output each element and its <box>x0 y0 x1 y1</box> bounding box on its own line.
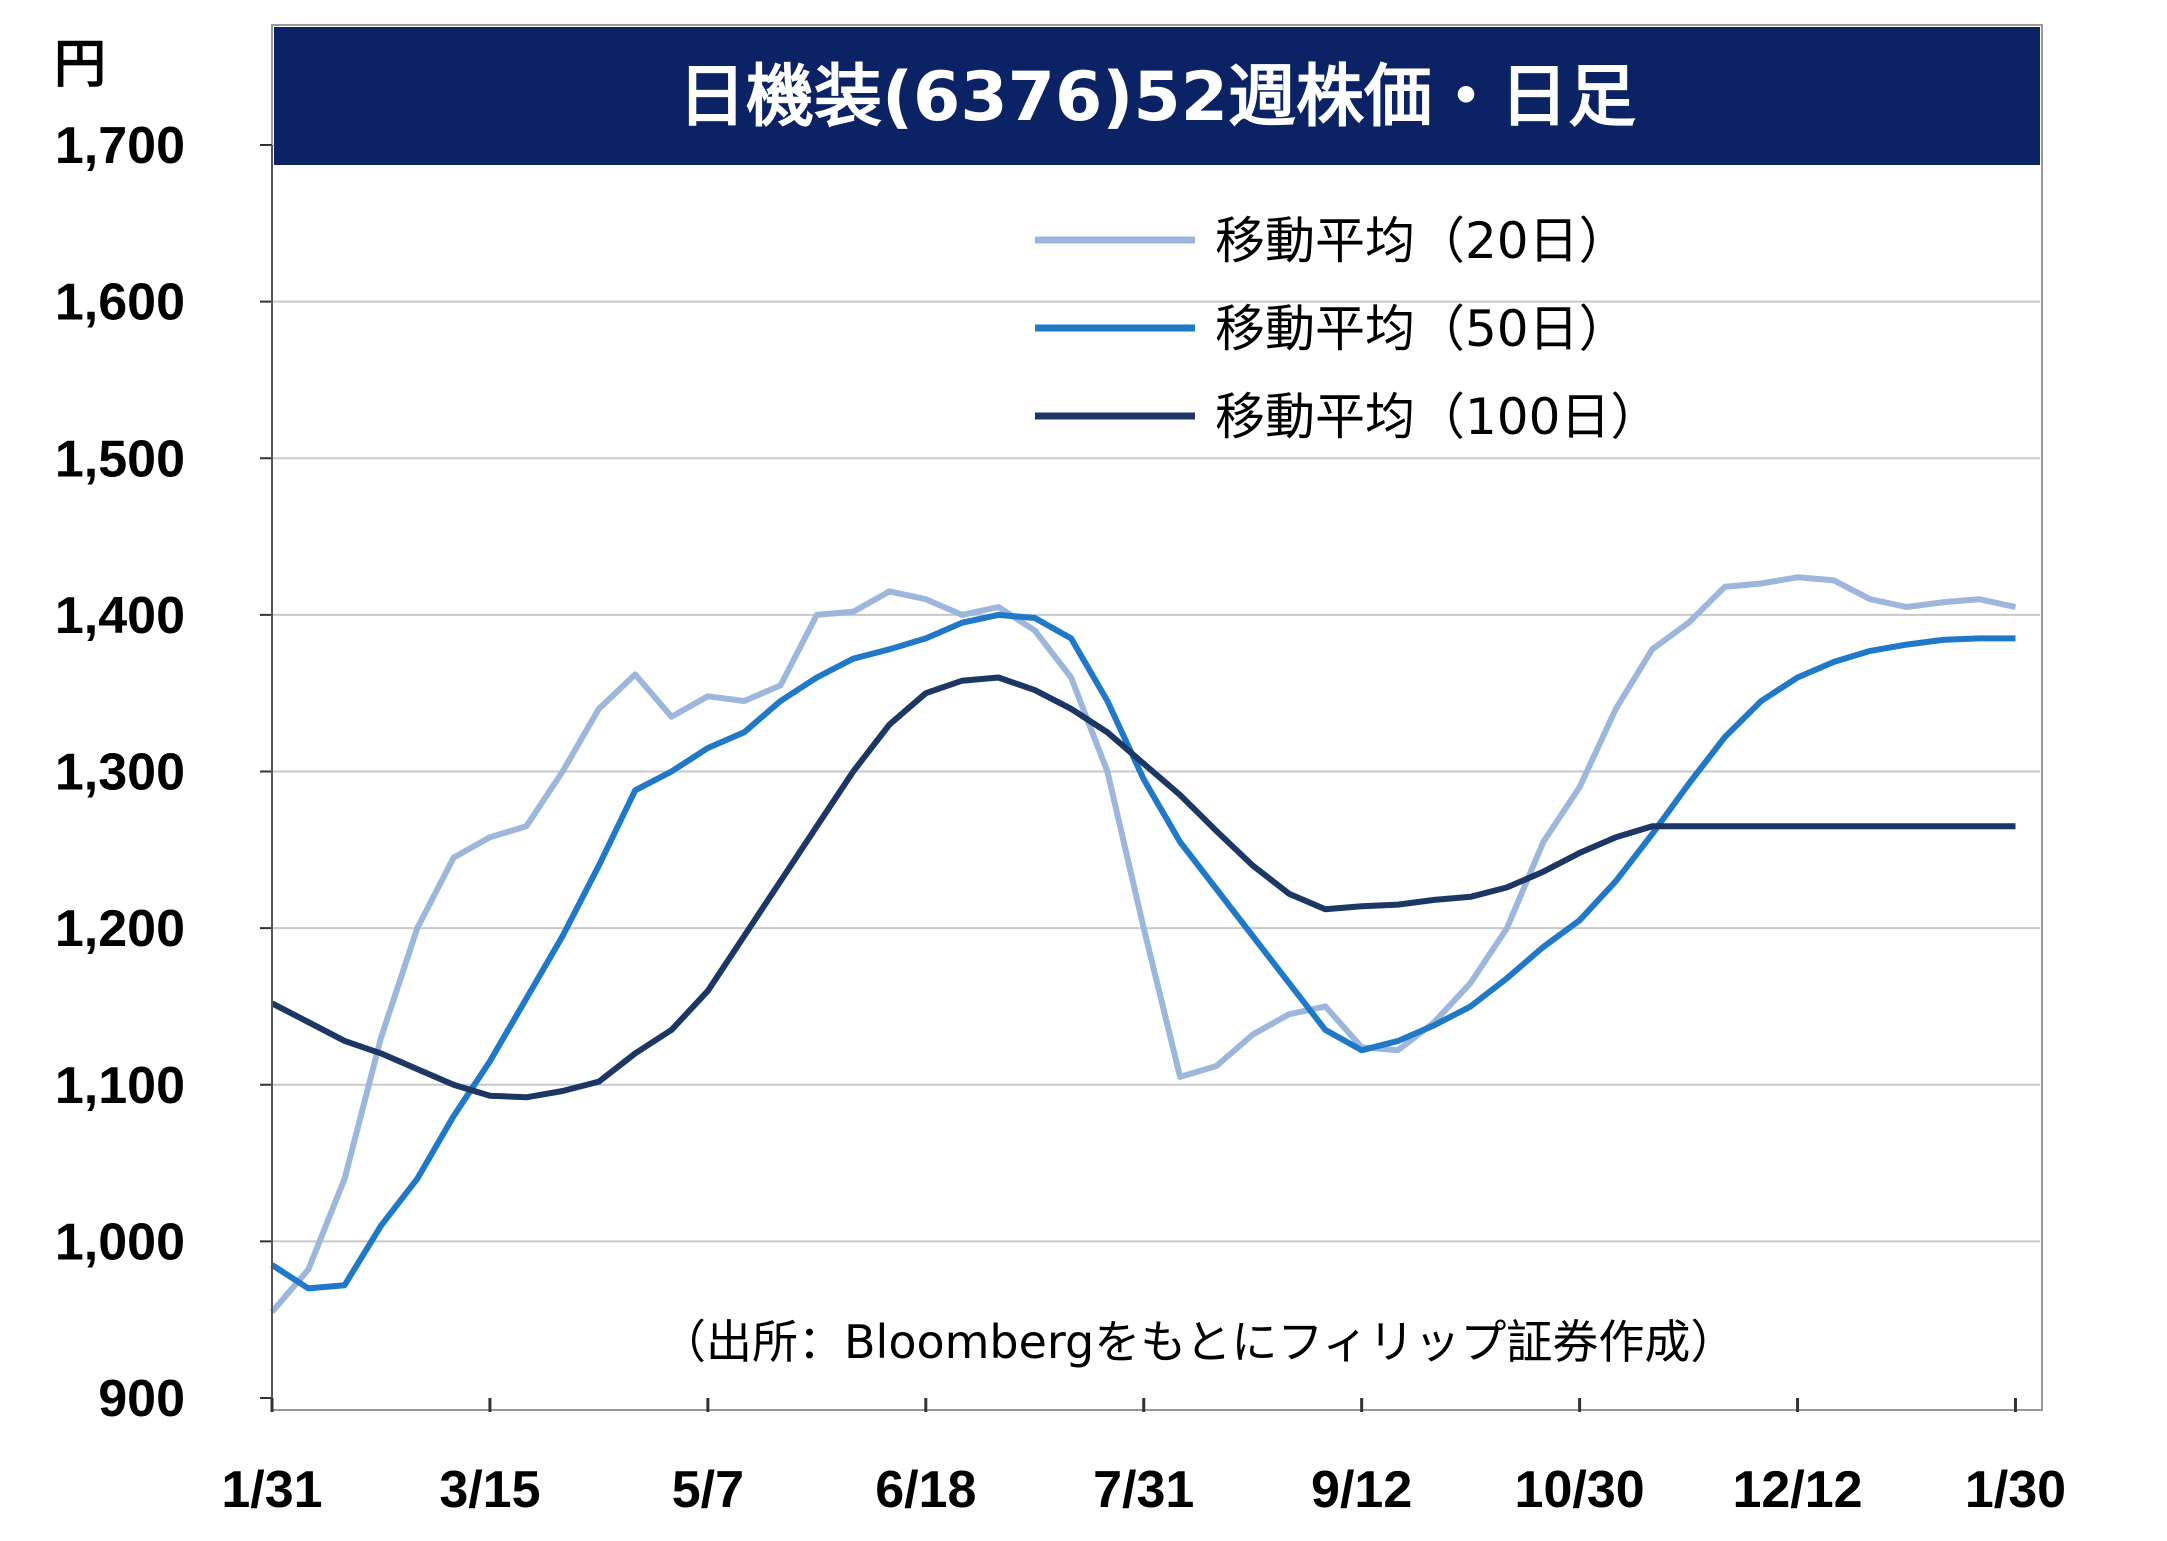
y-unit-label: 円 <box>54 36 106 94</box>
x-tick-label: 7/31 <box>1093 1461 1194 1519</box>
plot-frame <box>271 24 2043 1411</box>
ma100-line <box>270 674 2016 1101</box>
x-tick-label: 6/18 <box>875 1461 976 1519</box>
moving-average-lines <box>269 574 2017 1314</box>
x-tick-label: 3/15 <box>439 1461 540 1519</box>
x-tick-label: 1/31 <box>221 1461 322 1519</box>
y-tick-label: 900 <box>98 1370 185 1428</box>
y-tick-label: 1,200 <box>55 900 185 958</box>
ma50-line <box>270 611 2016 1292</box>
y-tick-label: 1,000 <box>55 1213 185 1271</box>
x-tick-label: 5/7 <box>672 1461 744 1519</box>
legend: 移動平均（20日） 移動平均（50日） 移動平均（100日） <box>1035 212 1660 446</box>
source-note: （出所：Bloombergをもとにフィリップ証券作成） <box>660 1315 1736 1369</box>
y-tick-label: 1,700 <box>55 117 185 175</box>
axis-ticks: 900 1,000 1,100 1,200 1,300 1,400 1,500 1,600 1,… <box>55 117 2066 1519</box>
y-tick-label: 1,100 <box>55 1057 185 1115</box>
legend-label-ma100: 移動平均（100日） <box>1215 388 1660 446</box>
y-tick-label: 1,500 <box>55 430 185 488</box>
x-tick-label: 12/12 <box>1732 1461 1862 1519</box>
legend-label-ma50: 移動平均（50日） <box>1215 300 1629 358</box>
y-tick-label: 1,600 <box>55 274 185 332</box>
title-banner <box>274 27 2040 165</box>
ma20-line <box>269 574 2017 1314</box>
x-tick-label: 10/30 <box>1515 1461 1645 1519</box>
x-tick-label: 9/12 <box>1311 1461 1412 1519</box>
y-tick-label: 1,400 <box>55 587 185 645</box>
legend-label-ma20: 移動平均（20日） <box>1215 212 1629 270</box>
y-tick-label: 1,300 <box>55 744 185 802</box>
chart-title: 日機装(6376)52週株価・日足 <box>678 58 1636 137</box>
x-tick-label: 1/30 <box>1965 1461 2066 1519</box>
